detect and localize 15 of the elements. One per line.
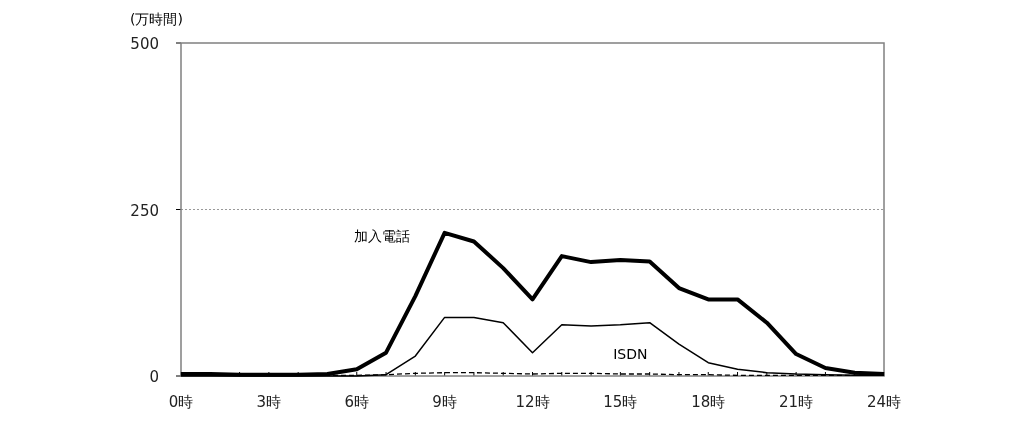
x-tick-label: 0時: [168, 393, 194, 411]
x-tick-label: 3時: [256, 393, 282, 411]
y-tick-label: 0: [149, 368, 159, 386]
y-tick-label: 250: [130, 201, 159, 220]
y-tick-label: 500: [130, 35, 159, 53]
y-axis-title: (万時間): [130, 11, 183, 27]
x-tick-label: 12時: [515, 393, 550, 411]
x-tick-label: 6時: [344, 393, 370, 411]
x-tick-label: 24時: [866, 393, 902, 411]
x-tick-label: 21時: [779, 393, 814, 411]
series-label: ISDN: [613, 345, 648, 362]
x-tick-label: 9時: [432, 393, 457, 411]
x-tick-label: 18時: [691, 393, 726, 411]
x-tick-label: 15時: [603, 393, 638, 411]
series-label: 加入電話: [353, 227, 410, 244]
